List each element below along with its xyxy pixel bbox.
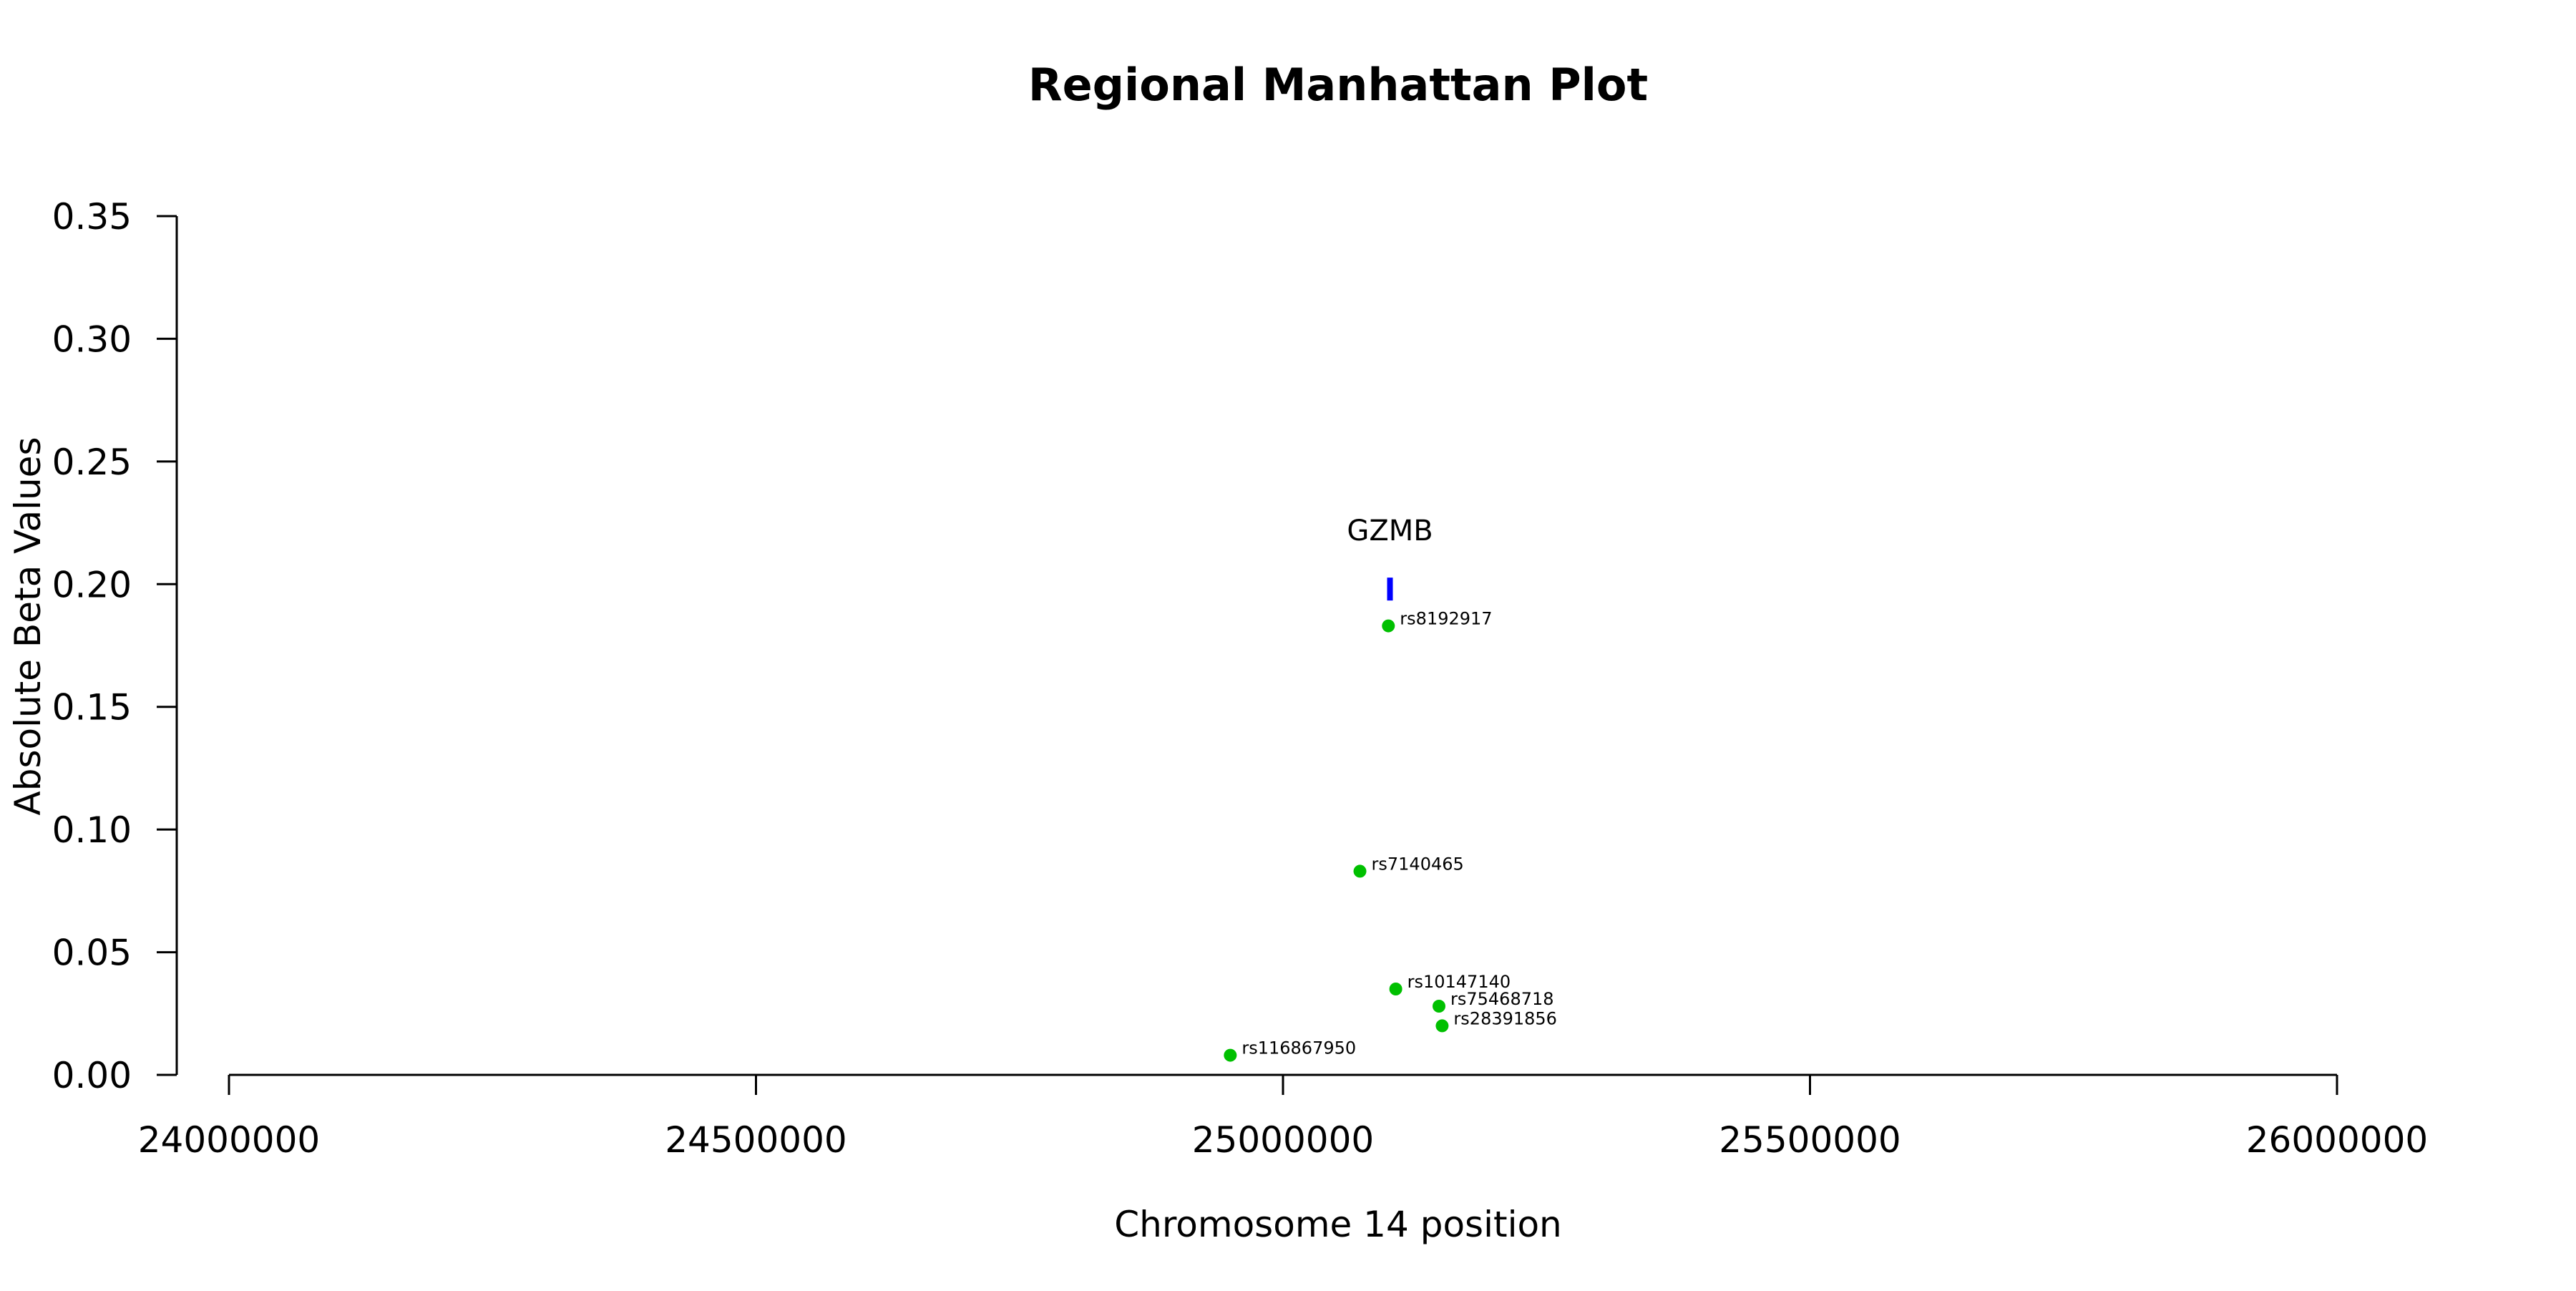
point-label: rs116867950 (1241, 1038, 1356, 1058)
point-label: rs28391856 (1453, 1008, 1557, 1028)
data-point (1353, 864, 1367, 878)
x-tick-label: 24500000 (665, 1119, 847, 1161)
x-tick-label: 24000000 (138, 1119, 321, 1161)
y-tick-label: 0.30 (52, 318, 132, 360)
data-point (1435, 1019, 1449, 1033)
x-tick-label: 26000000 (2246, 1119, 2429, 1161)
y-tick-label: 0.15 (52, 687, 132, 729)
gene-label: GZMB (1347, 515, 1433, 547)
point-label: rs10147140 (1407, 972, 1511, 992)
data-point (1382, 619, 1395, 633)
y-tick-label: 0.00 (52, 1055, 132, 1096)
point-label: rs75468718 (1450, 989, 1554, 1009)
y-tick-label: 0.20 (52, 564, 132, 605)
data-point (1224, 1048, 1237, 1062)
y-tick-label: 0.35 (52, 196, 132, 238)
data-point (1389, 983, 1402, 995)
y-tick-label: 0.05 (52, 932, 132, 974)
gene-marker (1387, 578, 1393, 601)
y-tick-label: 0.10 (52, 809, 132, 851)
point-label: rs7140465 (1372, 854, 1464, 874)
y-tick-label: 0.25 (52, 442, 132, 483)
point-label: rs8192917 (1400, 609, 1492, 629)
axes: 24000000 24500000 25000000 25500000 26000000… (52, 196, 2429, 1161)
chart-title: Regional Manhattan Plot (1028, 59, 1648, 111)
x-axis-label: Chromosome 14 position (1114, 1204, 1562, 1245)
data-point (1433, 1000, 1446, 1013)
x-tick-label: 25000000 (1192, 1119, 1375, 1161)
data-marks: GZMB rs8192917 rs7140465 rs10147140rs754687… (1224, 515, 1557, 1062)
x-tick-label: 25500000 (1719, 1119, 1901, 1161)
y-axis-label: Absolute Beta Values (7, 437, 49, 816)
